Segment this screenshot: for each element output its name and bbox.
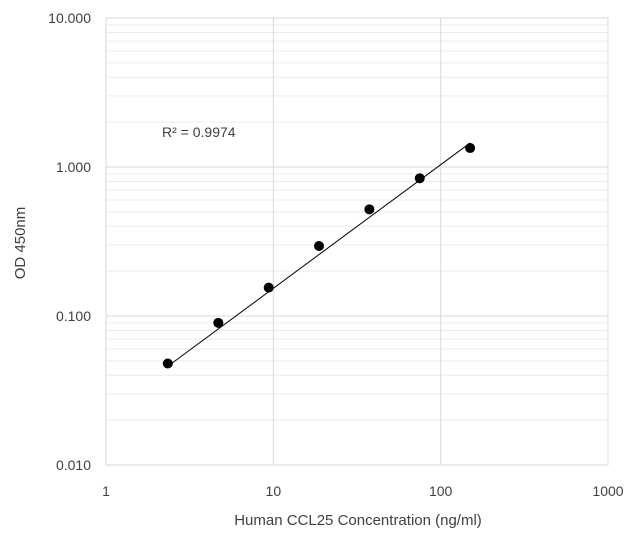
data-point: [364, 204, 375, 215]
y-tick-label: 0.010: [56, 457, 91, 473]
x-tick-label: 100: [429, 483, 453, 499]
data-points: [162, 143, 476, 369]
data-point: [213, 317, 224, 328]
data-point: [263, 282, 274, 293]
x-tick-label: 1000: [592, 483, 623, 499]
y-axis-title: OD 450nm: [12, 207, 29, 280]
trendline: [167, 142, 471, 367]
data-point: [162, 358, 173, 369]
y-tick-labels: 0.010 0.100 1.000 10.000: [48, 10, 91, 473]
x-axis-title: Human CCL25 Concentration (ng/ml): [234, 512, 482, 529]
minor-grid: [106, 24, 608, 421]
x-tick-labels: 1 10 100 1000: [102, 483, 624, 499]
y-tick-label: 1.000: [56, 159, 91, 175]
data-point: [414, 173, 425, 184]
x-tick-label: 1: [102, 483, 110, 499]
y-tick-label: 0.100: [56, 308, 91, 324]
plot-area-border: [105, 17, 609, 466]
major-grid: [105, 17, 609, 466]
r-squared-annotation: R² = 0.9974: [162, 124, 236, 140]
y-tick-label: 10.000: [48, 10, 91, 26]
x-tick-label: 10: [266, 483, 282, 499]
data-point: [465, 143, 476, 154]
data-point: [314, 240, 325, 251]
